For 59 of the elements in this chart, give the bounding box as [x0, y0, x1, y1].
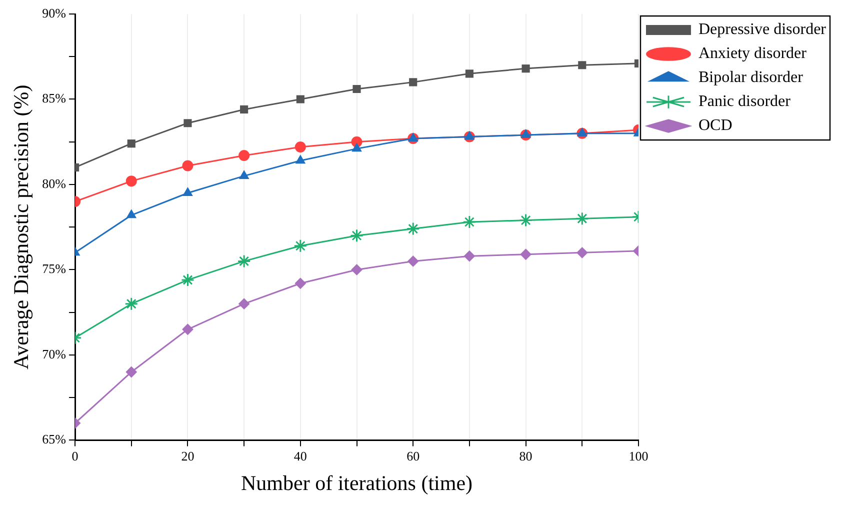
point: [126, 366, 137, 378]
point: [576, 247, 588, 258]
point: [465, 70, 474, 78]
x-axis-title: Number of iterations (time): [241, 470, 473, 495]
point: [408, 256, 419, 267]
point: [237, 254, 251, 268]
point: [575, 212, 589, 226]
x-tick-label: 0: [72, 448, 78, 464]
x-tick-label: 60: [406, 448, 420, 464]
point: [406, 222, 420, 236]
point: [409, 78, 418, 86]
point: [462, 215, 476, 229]
point: [238, 150, 250, 161]
point: [182, 324, 194, 335]
x-tick-label: 40: [294, 448, 307, 464]
point: [240, 105, 248, 114]
point: [519, 214, 533, 228]
y-axis-title: Average Diagnostic precision (%): [9, 84, 34, 370]
y-tick-label: 80%: [42, 176, 66, 191]
point: [464, 131, 474, 140]
point: [351, 264, 362, 276]
x-tick-label: 20: [181, 448, 194, 464]
legend-label: Panic disorder: [698, 93, 792, 110]
y-tick-label: 85%: [42, 90, 66, 106]
legend-label: Anxiety disorder: [698, 45, 808, 62]
point: [180, 273, 194, 287]
point: [464, 250, 475, 262]
point: [350, 228, 364, 242]
legend-label: OCD: [698, 117, 732, 134]
point: [239, 170, 249, 179]
point: [126, 176, 137, 187]
y-tick-label: 65%: [42, 432, 66, 447]
legend-label: Bipolar disorder: [698, 69, 804, 86]
point: [296, 155, 306, 164]
point: [352, 84, 361, 94]
y-tick-label: 70%: [42, 346, 66, 362]
point: [578, 61, 586, 70]
point: [294, 239, 308, 253]
point: [522, 64, 530, 73]
point: [294, 141, 306, 152]
y-tick-label: 90%: [42, 5, 66, 20]
point: [127, 140, 136, 148]
point: [577, 128, 587, 136]
point: [182, 188, 193, 196]
point: [124, 297, 138, 311]
x-tick-label: 100: [628, 448, 648, 464]
point: [408, 132, 418, 142]
point: [520, 130, 531, 138]
point: [296, 95, 304, 104]
point: [184, 119, 192, 128]
point: [238, 298, 250, 310]
point: [294, 278, 306, 289]
y-tick-label: 75%: [42, 261, 66, 276]
point: [182, 160, 194, 172]
point: [520, 248, 532, 260]
point: [352, 143, 362, 152]
legend-label: Depressive disorder: [698, 21, 827, 38]
point: [126, 210, 136, 218]
x-tick-label: 80: [519, 448, 532, 464]
